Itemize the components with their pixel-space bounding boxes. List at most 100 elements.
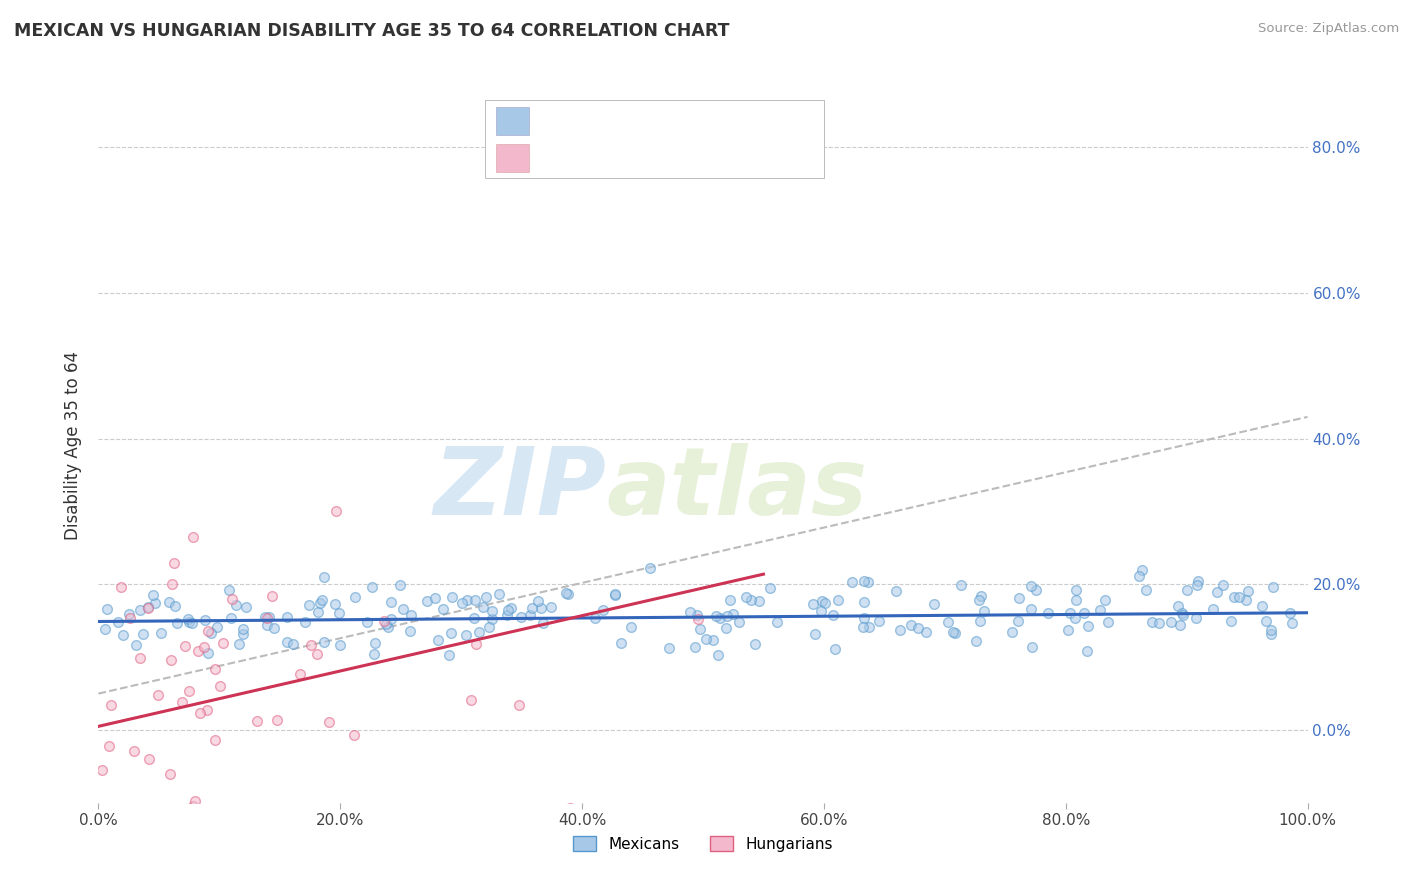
Point <box>1171 606 1194 620</box>
Point <box>141 805 163 820</box>
Point <box>200 626 222 640</box>
Point <box>228 637 250 651</box>
Point <box>256 611 278 625</box>
Point <box>609 635 631 649</box>
Point <box>803 627 825 641</box>
Point <box>1094 593 1116 607</box>
Point <box>287 810 309 824</box>
Point <box>136 601 159 615</box>
Point <box>173 639 195 653</box>
Point <box>519 608 541 623</box>
Point <box>1237 584 1260 599</box>
Point <box>172 695 194 709</box>
Point <box>1073 606 1095 620</box>
Point <box>232 622 254 636</box>
Point <box>1128 568 1150 582</box>
Text: MEXICAN VS HUNGARIAN DISABILITY AGE 35 TO 64 CORRELATION CHART: MEXICAN VS HUNGARIAN DISABILITY AGE 35 T… <box>14 22 730 40</box>
Point <box>329 638 352 652</box>
Point <box>973 604 995 618</box>
Point <box>475 590 498 604</box>
Point <box>605 588 627 602</box>
Point <box>156 810 179 824</box>
Point <box>716 609 738 624</box>
Point <box>814 596 837 610</box>
Point <box>603 587 626 601</box>
Point <box>1173 607 1195 622</box>
Point <box>451 596 474 610</box>
Point <box>1260 624 1282 638</box>
Point <box>658 640 681 655</box>
Point <box>136 600 159 615</box>
Point <box>744 637 766 651</box>
Point <box>949 578 972 592</box>
Point <box>967 592 990 607</box>
Point <box>499 601 522 615</box>
Point <box>187 643 209 657</box>
Point <box>325 597 347 611</box>
Point <box>1008 591 1031 605</box>
Point <box>520 601 543 615</box>
Point <box>356 615 378 629</box>
Point <box>328 606 350 620</box>
Point <box>128 651 150 665</box>
Point <box>824 641 846 656</box>
Point <box>174 802 197 816</box>
Point <box>208 679 231 693</box>
Point <box>1175 583 1198 598</box>
Point <box>218 583 240 598</box>
Point <box>160 653 183 667</box>
Point <box>1063 611 1085 625</box>
Point <box>1281 615 1303 630</box>
Point <box>695 632 717 647</box>
Point <box>766 615 789 630</box>
Point <box>704 608 727 623</box>
Point <box>245 714 267 728</box>
Point <box>1149 615 1171 630</box>
Point <box>374 616 396 631</box>
Point <box>235 600 257 615</box>
Text: ZIP: ZIP <box>433 442 606 535</box>
Point <box>149 626 172 640</box>
Point <box>748 594 770 608</box>
Point <box>943 625 966 640</box>
Point <box>1227 590 1250 604</box>
Point <box>305 647 328 661</box>
Point <box>531 616 554 631</box>
Point <box>942 624 965 639</box>
Point <box>190 706 212 721</box>
Point <box>1135 582 1157 597</box>
Point <box>721 607 744 622</box>
Point <box>720 592 742 607</box>
Point <box>852 620 875 634</box>
Point <box>181 530 204 544</box>
Point <box>540 599 562 614</box>
Point <box>232 627 254 641</box>
Point <box>464 810 486 824</box>
Point <box>425 591 447 605</box>
Point <box>858 620 880 634</box>
Point <box>263 621 285 635</box>
Point <box>827 593 849 607</box>
Point <box>388 578 411 592</box>
Point <box>157 595 180 609</box>
Point <box>1254 615 1277 629</box>
Point <box>914 625 936 640</box>
Point <box>112 628 135 642</box>
Point <box>1160 615 1182 629</box>
Point <box>1090 603 1112 617</box>
Point <box>481 604 503 618</box>
Point <box>193 640 215 654</box>
Point <box>1212 578 1234 592</box>
Point <box>557 587 579 601</box>
Point <box>107 615 129 629</box>
Point <box>530 601 553 615</box>
Point <box>1007 614 1029 628</box>
Point <box>294 615 316 630</box>
Point <box>232 802 254 816</box>
Point <box>427 633 450 648</box>
Point <box>685 640 707 654</box>
Point <box>456 627 478 641</box>
Point <box>709 610 731 624</box>
Point <box>142 588 165 602</box>
Point <box>1036 606 1059 620</box>
